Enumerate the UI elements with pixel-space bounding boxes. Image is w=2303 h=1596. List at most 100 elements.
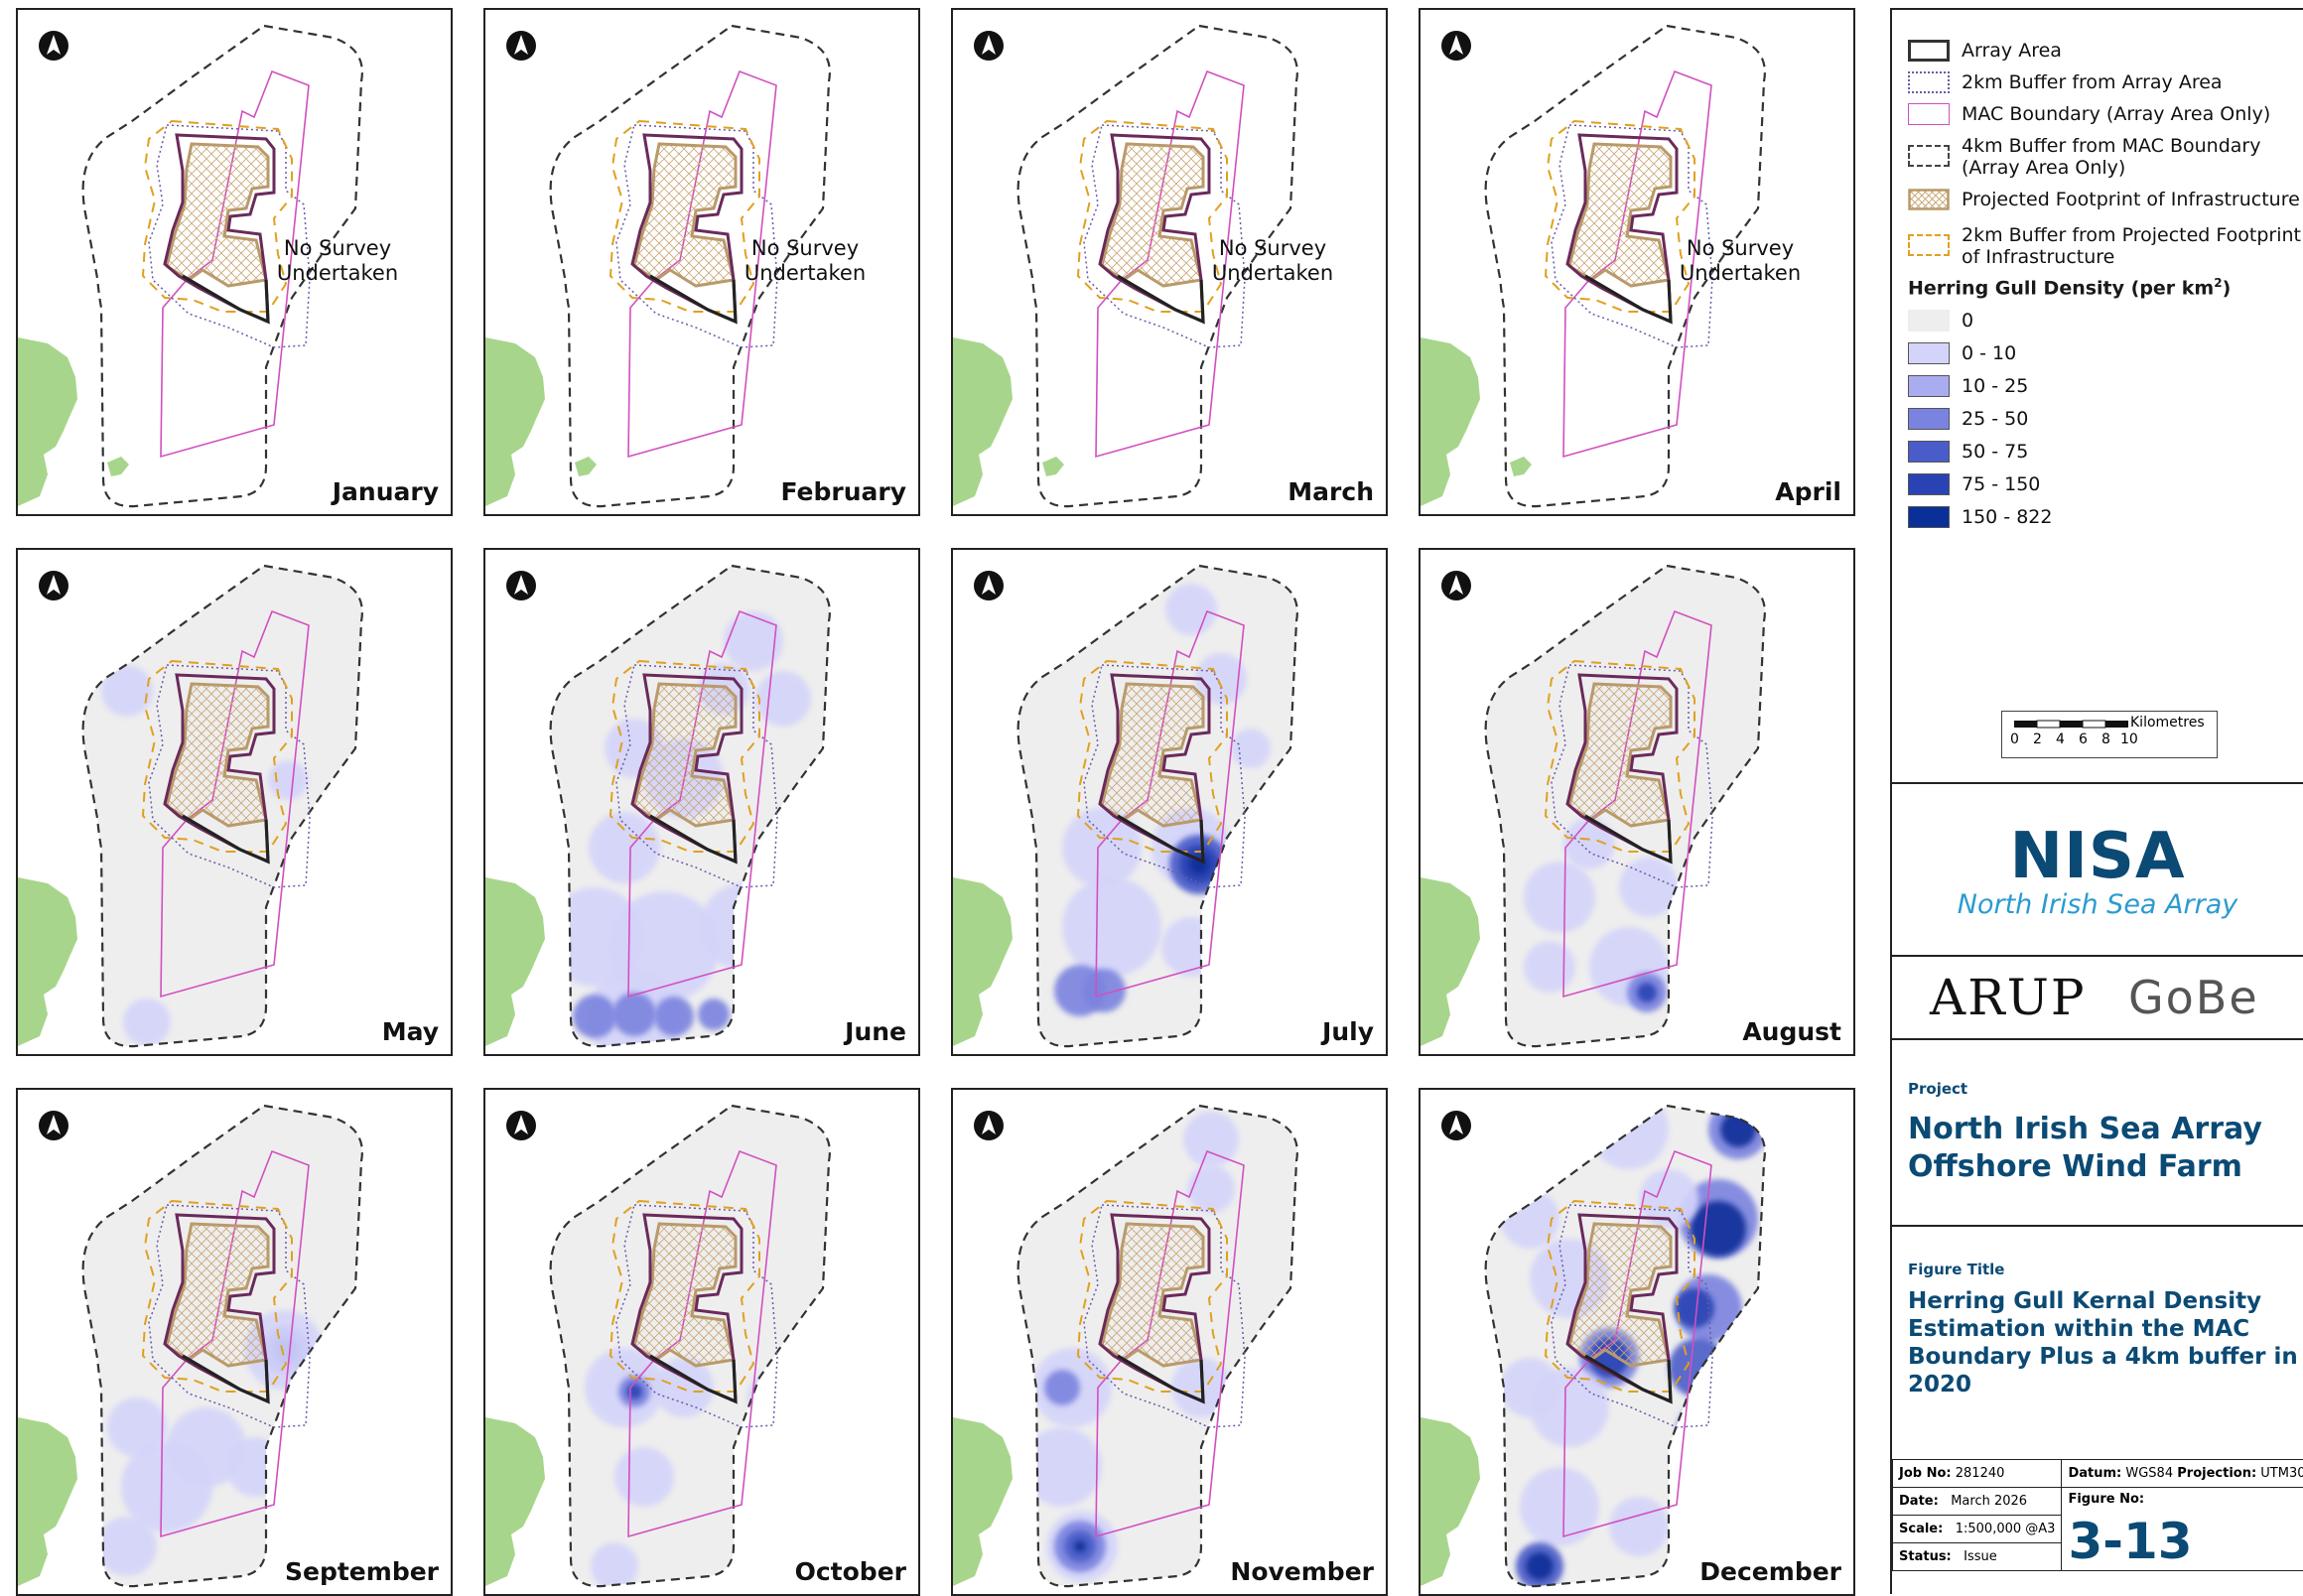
mac-4km-buffer <box>1484 564 1766 1048</box>
map-canvas <box>18 564 363 1048</box>
footprint-2km-buffer <box>609 1199 760 1393</box>
density-blob <box>107 1397 167 1457</box>
density-legend-heading: Herring Gull Density (per km2) <box>1908 276 2232 300</box>
density-blob <box>614 1447 674 1507</box>
density-class-label: 0 - 10 <box>1962 342 2017 364</box>
mac-4km-buffer <box>1484 24 1766 508</box>
density-blob <box>573 995 616 1038</box>
array-area-southern-edge <box>1584 814 1673 864</box>
partner-logos-section: ARUP GoBe <box>1892 957 2303 1040</box>
array-2km-buffer <box>615 124 778 348</box>
array-area-southern-edge <box>1584 274 1673 325</box>
mac-boundary <box>160 609 310 998</box>
date-cell: Date: March 2026 <box>1891 1487 2063 1516</box>
mac-boundary <box>627 69 777 459</box>
land-islet <box>1042 457 1064 476</box>
density-blob <box>226 1437 286 1497</box>
datum-cell: Datum: WGS84 Projection: UTM30 <box>2061 1459 2303 1488</box>
map-canvas <box>1421 564 1766 1048</box>
mac-4km-buffer <box>1484 1104 1766 1588</box>
density-blob <box>1161 917 1221 977</box>
density-class-swatch <box>1908 441 1950 463</box>
land-mass <box>953 337 1013 506</box>
north-arrow-icon <box>974 31 1004 61</box>
array-2km-buffer <box>615 664 778 888</box>
density-blob <box>123 998 171 1046</box>
figure-title-line: Boundary Plus a 4km buffer in <box>1908 1344 2298 1370</box>
array-area-southern-edge <box>649 814 738 864</box>
map-canvas <box>485 24 831 508</box>
density-blob <box>589 812 660 883</box>
array-2km-buffer <box>1083 664 1246 888</box>
project-section: Project North Irish Sea Array Offshore W… <box>1892 1040 2303 1227</box>
footprint-2km-buffer <box>141 119 293 313</box>
array-area-southern-edge <box>182 1354 270 1404</box>
map-panel-march: No Survey Undertaken March <box>951 8 1388 516</box>
footprint-2km-buffer <box>609 119 760 313</box>
north-arrow-icon <box>506 1111 536 1140</box>
map-panel-january: No Survey Undertaken January <box>16 8 453 516</box>
north-arrow-icon <box>1441 571 1471 600</box>
scale-unit: Kilometres <box>2130 715 2205 731</box>
month-label: September <box>285 1557 439 1586</box>
density-blob <box>654 997 694 1036</box>
figure-title-line: Herring Gull Kernal Density <box>1908 1288 2262 1314</box>
month-label: December <box>1699 1557 1841 1586</box>
density-blob <box>1675 1288 1714 1328</box>
scale-tick-label: 6 <box>2079 732 2088 747</box>
density-blob <box>1183 1112 1239 1167</box>
density-blob <box>1691 1201 1746 1257</box>
figure-title-label: Figure Title <box>1908 1261 2005 1278</box>
month-label: February <box>780 477 906 506</box>
project-title-line-2: Offshore Wind Farm <box>1908 1149 2242 1184</box>
month-label: April <box>1775 477 1841 506</box>
map-canvas <box>953 1104 1298 1588</box>
status-cell: Status: Issue <box>1891 1542 2063 1571</box>
mac-boundary <box>627 1149 777 1538</box>
density-blob <box>101 665 153 717</box>
density-class-swatch <box>1908 375 1950 397</box>
scale-bar: Kilometres 0 2 4 6 8 10 <box>2001 711 2218 758</box>
density-blob <box>1669 1338 1728 1397</box>
array-2km-buffer <box>1551 124 1713 348</box>
density-blob <box>612 993 656 1036</box>
density-blob <box>1679 961 1710 993</box>
scale-tick-label: 10 <box>2120 732 2138 747</box>
mac-boundary <box>627 609 777 998</box>
array-2km-buffer <box>148 664 311 888</box>
density-blob <box>1231 729 1271 768</box>
land-mass <box>1421 337 1480 506</box>
map-panel-april: No Survey Undertaken April <box>1419 8 1855 516</box>
density-blob <box>1563 818 1615 869</box>
scale-cell: Scale: 1:500,000 @A3 <box>1891 1515 2063 1543</box>
projected-footprint <box>165 682 270 828</box>
map-panel-october: October <box>483 1088 920 1596</box>
density-blob <box>97 1517 157 1576</box>
projected-footprint <box>1567 142 1673 288</box>
map-canvas <box>953 564 1298 1048</box>
footprint-2km-buffer <box>1076 119 1228 313</box>
array-2km-buffer <box>1551 664 1713 888</box>
density-class-swatch <box>1908 408 1950 430</box>
map-panel-august: August <box>1419 548 1855 1056</box>
density-blob <box>1619 858 1679 917</box>
figure-title-line: 2020 <box>1908 1372 1972 1397</box>
array-area-southern-edge <box>1117 274 1205 325</box>
array-area-southern-edge <box>649 274 738 325</box>
map-canvas <box>485 1104 831 1588</box>
map-panel-july: July <box>951 548 1388 1056</box>
projected-footprint <box>1567 682 1673 828</box>
month-label: May <box>381 1017 439 1046</box>
footprint-2km-buffer <box>141 659 293 853</box>
density-blob <box>286 1517 326 1556</box>
map-canvas <box>1421 1104 1766 1588</box>
density-blob <box>1673 931 1724 983</box>
land-islet <box>575 457 597 476</box>
job-no-cell: Job No: 281240 <box>1891 1459 2063 1488</box>
projected-footprint <box>632 682 738 828</box>
month-label: June <box>845 1017 906 1046</box>
legend-section: Array Area 2km Buffer from Array Area MA… <box>1892 10 2303 784</box>
map-panel-december: December <box>1419 1088 1855 1596</box>
density-blob <box>1524 941 1575 993</box>
side-panel: Array Area 2km Buffer from Array Area MA… <box>1890 8 2303 1594</box>
